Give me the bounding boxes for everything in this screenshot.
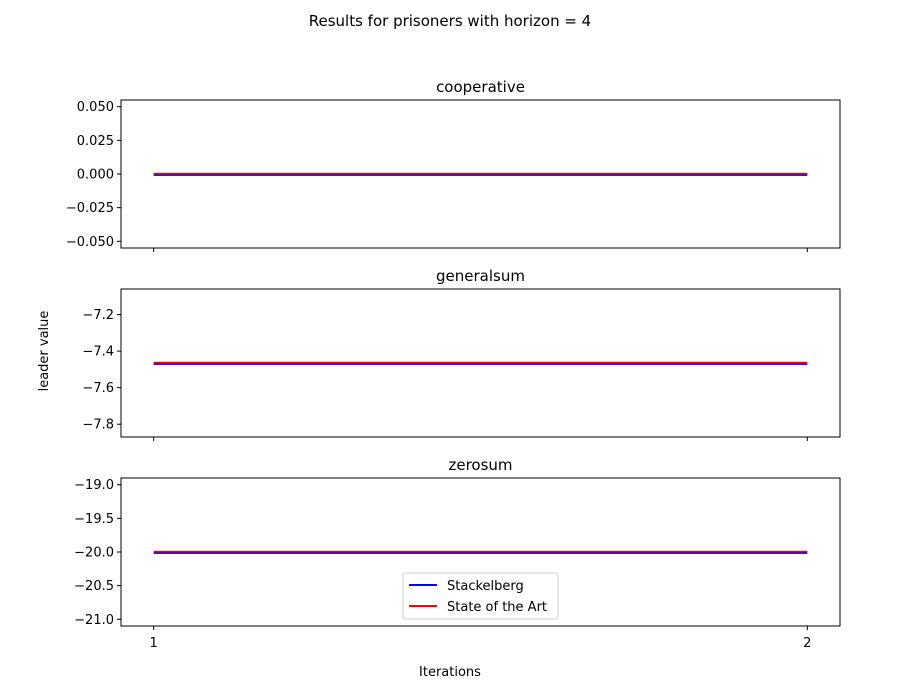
legend-frame: [402, 572, 559, 620]
plot-frame: [120, 288, 841, 438]
y-tick-label: −20.5: [74, 579, 114, 594]
subplot-cooperative: cooperative 0.050 0.025 0.000 −0.025 −0.050: [66, 78, 841, 252]
y-tick-label: 0.000: [77, 168, 114, 183]
y-tick-label: −19.5: [74, 512, 114, 527]
legend-label-state-of-the-art: State of the Art: [447, 600, 547, 615]
x-tick-label: 1: [150, 636, 158, 651]
legend: Stackelberg State of the Art: [402, 572, 559, 620]
subplot-generalsum: generalsum −7.2 −7.4 −7.6 −7.8: [82, 267, 841, 441]
subplots: cooperative 0.050 0.025 0.000 −0.025 −0.050 ge…: [66, 78, 841, 651]
figure-title: Results for prisoners with horizon = 4: [309, 12, 591, 30]
y-tick-label: −0.025: [66, 201, 114, 216]
subplot-title: cooperative: [436, 78, 525, 96]
y-axis-label: leader value: [37, 311, 52, 392]
y-tick-label: −7.2: [82, 308, 114, 323]
y-tick-label: −19.0: [74, 478, 114, 493]
y-tick-label: −7.8: [82, 418, 114, 433]
plot-frame: [120, 99, 841, 249]
y-tick-label: −0.050: [66, 235, 114, 250]
y-tick-label: 0.025: [77, 134, 114, 149]
plot-frame: [120, 477, 841, 627]
subplot-title: zerosum: [448, 456, 512, 474]
x-tick-label: 2: [803, 636, 811, 651]
subplot-title: generalsum: [436, 267, 525, 285]
y-tick-label: 0.050: [77, 100, 114, 115]
y-tick-label: −21.0: [74, 613, 114, 628]
y-tick-label: −20.0: [74, 546, 114, 561]
y-tick-label: −7.6: [82, 381, 114, 396]
legend-label-stackelberg: Stackelberg: [447, 579, 524, 594]
subplot-zerosum: zerosum −19.0 −19.5 −20.0 −20.5 −21.0 1 2: [74, 456, 841, 651]
y-tick-label: −7.4: [82, 345, 114, 360]
x-axis-label: Iterations: [419, 665, 481, 680]
